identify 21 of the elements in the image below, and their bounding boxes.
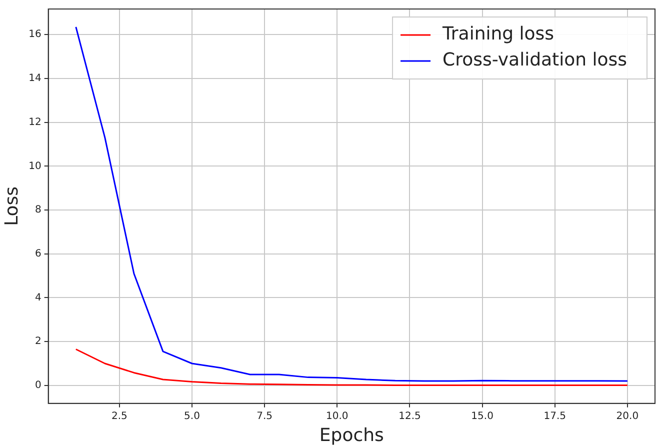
x-tick-label: 5.0 <box>184 410 200 422</box>
x-tick-label: 2.5 <box>111 410 128 422</box>
x-tick-label: 10.0 <box>326 410 348 422</box>
y-tick-label: 12 <box>28 116 42 128</box>
legend-label: Training loss <box>442 24 554 45</box>
x-tick-label: 20.0 <box>616 410 639 422</box>
x-tick-label: 12.5 <box>398 410 421 422</box>
y-axis-title: Loss <box>1 186 22 226</box>
y-tick-label: 14 <box>28 73 42 84</box>
y-tick-label: 6 <box>34 248 42 260</box>
x-tick-label: 15.0 <box>471 410 494 422</box>
x-tick-label: 17.5 <box>544 410 566 422</box>
y-tick-label: 4 <box>34 292 42 304</box>
x-axis-title: Epochs <box>319 424 384 446</box>
y-tick-label: 2 <box>34 336 42 348</box>
x-tick-label: 7.5 <box>256 410 273 422</box>
y-tick-label: 16 <box>28 29 42 40</box>
y-tick-label: 10 <box>28 160 42 172</box>
y-tick-label: 0 <box>34 380 42 392</box>
y-tick-label: 8 <box>34 204 42 216</box>
legend-label: Cross-validation loss <box>442 50 628 71</box>
